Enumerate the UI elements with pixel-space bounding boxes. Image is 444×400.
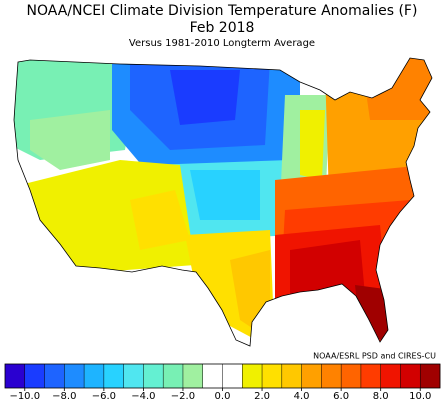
colorbar-segment: [281, 364, 302, 388]
colorbar-segment: [5, 364, 26, 388]
colorbar-segment: [222, 364, 243, 388]
map-fill: [14, 58, 432, 346]
colorbar-tick-label: 4.0: [294, 391, 310, 400]
colorbar-tick-label: −4.0: [131, 391, 155, 400]
colorbar-segment: [202, 364, 223, 388]
colorbar-segment: [380, 364, 401, 388]
title: NOAA/NCEI Climate Division Temperature A…: [27, 3, 418, 19]
colorbar-segment: [84, 364, 105, 388]
colorbar-tick-label: 8.0: [373, 391, 389, 400]
colorbar: −10.0 −8.0 −6.0 −4.0 −2.0 0.0 2.0 4.0 6.0 8.0 10.0: [4, 363, 441, 400]
colorbar-tick-label: 6.0: [333, 391, 349, 400]
colorbar-segment: [44, 364, 65, 388]
colorbar-segment: [64, 364, 85, 388]
colorbar-segment: [182, 364, 204, 388]
colorbar-segment: [163, 364, 184, 388]
colorbar-segment: [103, 364, 124, 388]
colorbar-tick-label: −6.0: [92, 391, 116, 400]
colorbar-tick-label: 2.0: [254, 391, 270, 400]
colorbar-segment: [301, 364, 322, 388]
colorbar-segment: [262, 364, 283, 388]
colorbar-tick-label: −8.0: [52, 391, 76, 400]
colorbar-segment: [143, 364, 164, 388]
colorbar-segment: [400, 364, 421, 388]
colorbar-tick-label: −2.0: [171, 391, 195, 400]
subtitle: Versus 1981-2010 Longterm Average: [129, 38, 315, 49]
colorbar-segment: [321, 364, 342, 388]
colorbar-tick-label: −10.0: [9, 391, 40, 400]
colorbar-segment: [123, 364, 144, 388]
colorbar-segment: [420, 364, 441, 388]
colorbar-segment: [24, 364, 45, 388]
colorbar-tick-label: 10.0: [409, 391, 431, 400]
colorbar-segment: [341, 364, 362, 388]
credit: NOAA/ESRL PSD and CIRES-CU: [313, 352, 436, 361]
colorbar-tick-label: 0.0: [215, 391, 231, 400]
colorbar-segment: [242, 364, 263, 388]
colorbar-segment: [360, 364, 381, 388]
date: Feb 2018: [190, 20, 255, 36]
